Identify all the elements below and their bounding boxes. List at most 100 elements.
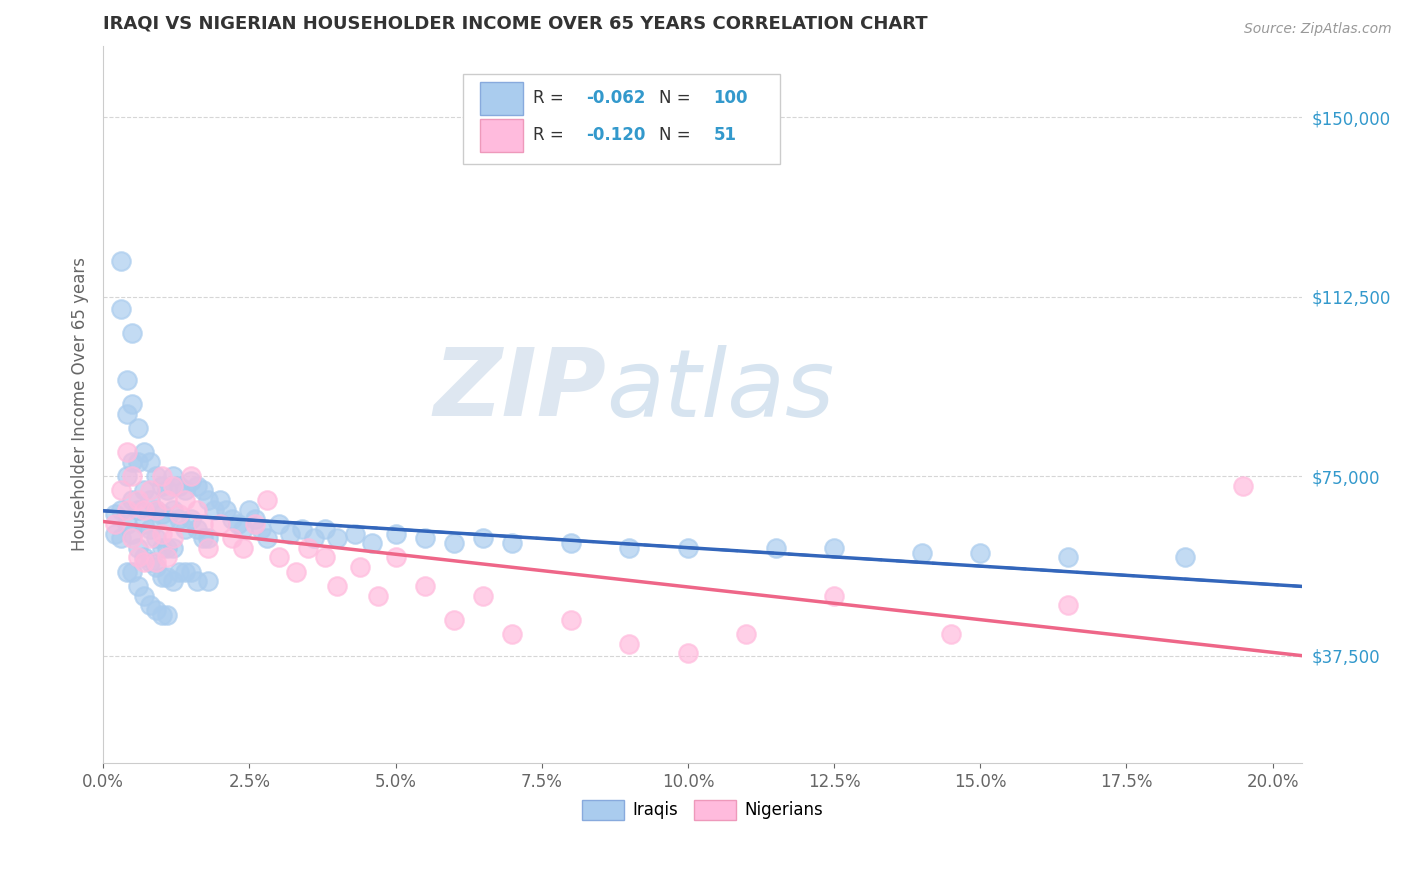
Y-axis label: Householder Income Over 65 years: Householder Income Over 65 years xyxy=(72,258,89,551)
Point xyxy=(765,541,787,555)
Point xyxy=(139,555,162,569)
Point xyxy=(139,599,162,613)
Point xyxy=(180,469,202,483)
Text: -0.062: -0.062 xyxy=(586,89,645,107)
Point xyxy=(156,550,179,565)
Point xyxy=(132,516,155,531)
Point xyxy=(186,479,208,493)
Point xyxy=(121,532,143,546)
Point xyxy=(174,565,197,579)
Point xyxy=(939,627,962,641)
Point xyxy=(197,532,219,546)
Point xyxy=(167,479,190,493)
Point xyxy=(186,522,208,536)
Text: IRAQI VS NIGERIAN HOUSEHOLDER INCOME OVER 65 YEARS CORRELATION CHART: IRAQI VS NIGERIAN HOUSEHOLDER INCOME OVE… xyxy=(103,15,928,33)
Point xyxy=(162,574,184,589)
Point xyxy=(197,493,219,508)
Point xyxy=(191,532,214,546)
Point xyxy=(278,526,301,541)
Point xyxy=(156,569,179,583)
Point xyxy=(202,502,225,516)
Point xyxy=(139,522,162,536)
Point xyxy=(297,541,319,555)
Point xyxy=(1174,550,1197,565)
Point xyxy=(186,502,208,516)
Point xyxy=(191,483,214,498)
Point xyxy=(115,445,138,459)
Point xyxy=(145,502,167,516)
Point xyxy=(132,502,155,516)
Point xyxy=(115,374,138,388)
Point xyxy=(676,646,699,660)
Point xyxy=(121,326,143,340)
Point xyxy=(349,560,371,574)
Point xyxy=(174,483,197,498)
Point xyxy=(174,522,197,536)
Point xyxy=(127,421,149,435)
Point xyxy=(115,502,138,516)
Point xyxy=(121,493,143,508)
Point xyxy=(127,541,149,555)
Point xyxy=(413,532,436,546)
Point xyxy=(232,541,254,555)
Point xyxy=(1057,599,1080,613)
Point xyxy=(619,541,641,555)
Point xyxy=(560,536,582,550)
Point xyxy=(384,550,406,565)
Point xyxy=(735,627,758,641)
Point xyxy=(1232,479,1254,493)
Point xyxy=(110,502,132,516)
Point xyxy=(443,613,465,627)
Point xyxy=(127,493,149,508)
Point xyxy=(267,550,290,565)
Point xyxy=(162,541,184,555)
Point xyxy=(150,469,173,483)
Point xyxy=(162,469,184,483)
Point xyxy=(139,483,162,498)
Point xyxy=(243,516,266,531)
Point xyxy=(256,493,278,508)
Point xyxy=(127,579,149,593)
Point xyxy=(156,541,179,555)
Point xyxy=(121,469,143,483)
Point xyxy=(150,526,173,541)
Point xyxy=(823,589,845,603)
Point xyxy=(472,589,495,603)
Point xyxy=(823,541,845,555)
Point xyxy=(1057,550,1080,565)
Point xyxy=(167,512,190,526)
Point xyxy=(162,479,184,493)
Point xyxy=(121,455,143,469)
Point xyxy=(243,512,266,526)
Point xyxy=(361,536,384,550)
Text: R =: R = xyxy=(533,127,569,145)
Point xyxy=(127,455,149,469)
Point xyxy=(197,574,219,589)
Point xyxy=(150,541,173,555)
Point xyxy=(115,565,138,579)
Point xyxy=(367,589,389,603)
Point xyxy=(221,512,243,526)
Point xyxy=(145,603,167,617)
Point xyxy=(413,579,436,593)
Point xyxy=(167,565,190,579)
Point xyxy=(232,522,254,536)
Point xyxy=(501,536,523,550)
Point xyxy=(115,469,138,483)
FancyBboxPatch shape xyxy=(463,74,780,164)
Legend: Iraqis, Nigerians: Iraqis, Nigerians xyxy=(575,793,830,827)
Point xyxy=(180,474,202,488)
Point xyxy=(132,483,155,498)
Point xyxy=(145,560,167,574)
Text: atlas: atlas xyxy=(606,344,835,435)
Point xyxy=(156,512,179,526)
FancyBboxPatch shape xyxy=(479,119,523,152)
Point xyxy=(291,522,314,536)
Point xyxy=(676,541,699,555)
Text: R =: R = xyxy=(533,89,569,107)
Text: N =: N = xyxy=(659,89,696,107)
Point xyxy=(150,569,173,583)
Point xyxy=(501,627,523,641)
Text: ZIP: ZIP xyxy=(433,344,606,436)
Point xyxy=(110,532,132,546)
